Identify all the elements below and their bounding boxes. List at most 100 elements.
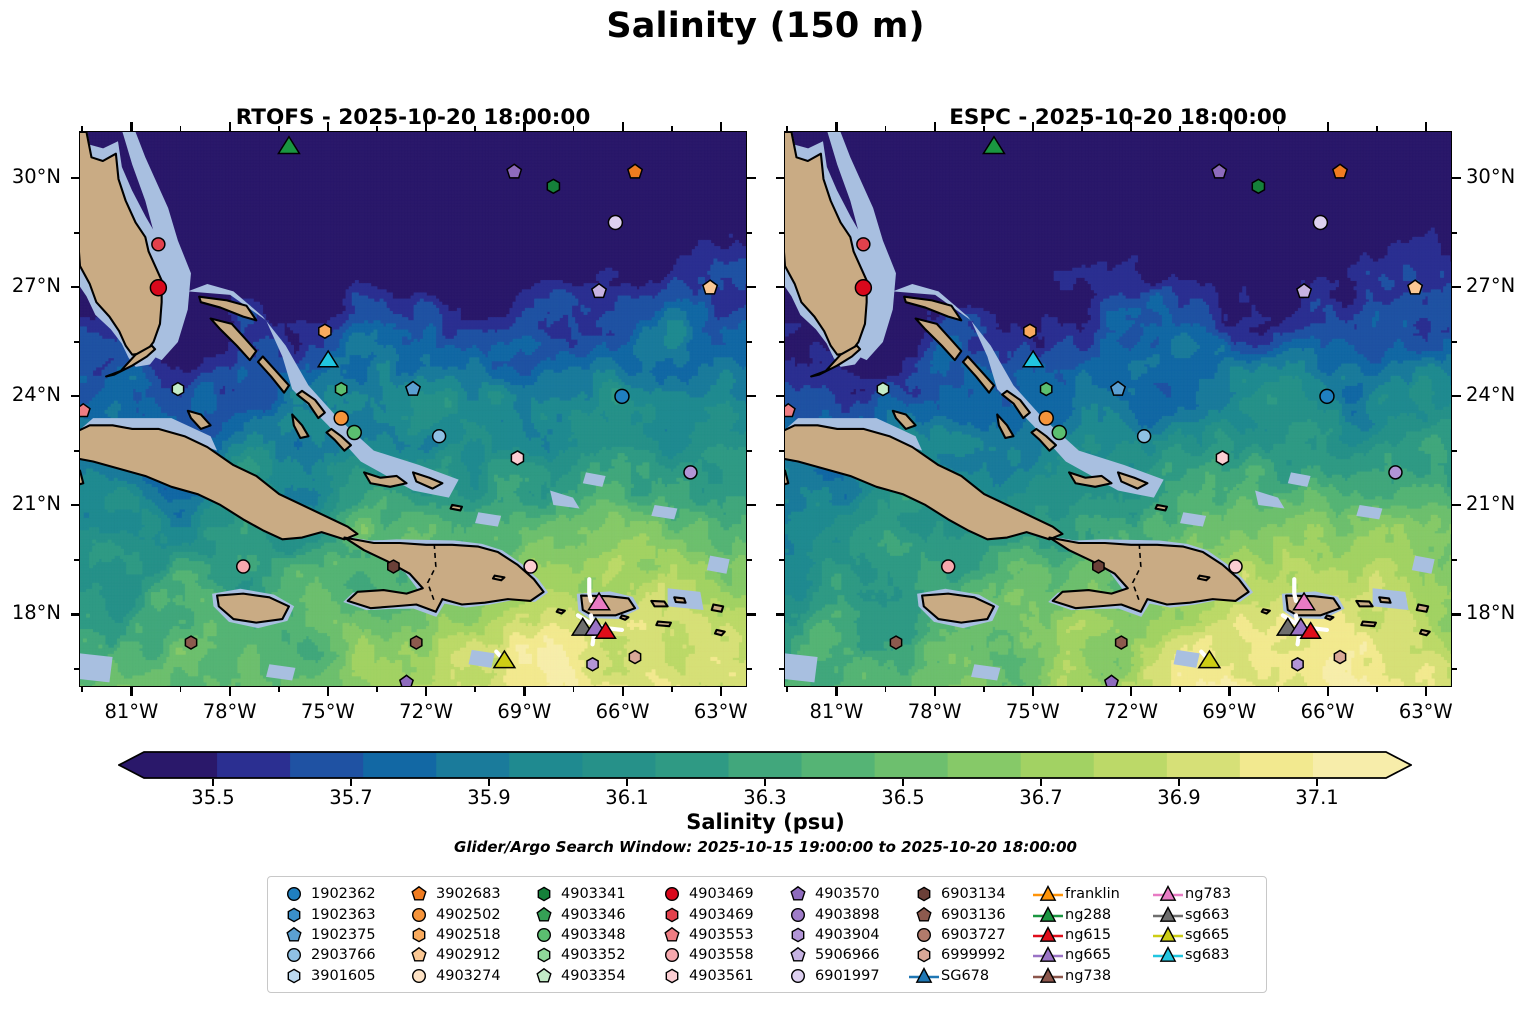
axis-tick	[747, 232, 753, 234]
legend-item-4903553[interactable]: 4903553	[655, 925, 781, 945]
hexagon-marker-icon	[402, 925, 436, 945]
axis-tick	[1452, 504, 1461, 506]
map-marker	[411, 636, 422, 649]
legend-item-ng288[interactable]: ng288	[1031, 904, 1151, 924]
legend-column: 4903469 4903469 4903553 4903558 4903561	[655, 884, 781, 986]
axis-tick	[1081, 687, 1083, 693]
legend-item-3901605[interactable]: 3901605	[277, 966, 402, 986]
map-panel-espc[interactable]	[784, 131, 1452, 687]
axis-tick	[776, 177, 785, 179]
legend-item-label: 6903134	[941, 886, 1006, 902]
legend-item-4903274[interactable]: 4903274	[402, 966, 527, 986]
legend-item-label: franklin	[1065, 886, 1120, 902]
search-window-note: Glider/Argo Search Window: 2025-10-15 19…	[0, 838, 1531, 856]
legend-item-6999992[interactable]: 6999992	[907, 945, 1031, 965]
colorbar-tick-label: 36.7	[1001, 786, 1081, 809]
legend-item-SG678[interactable]: SG678	[907, 966, 1031, 986]
axis-tick	[1452, 341, 1458, 343]
legend-item-sg665[interactable]: sg665	[1151, 925, 1257, 945]
legend-item-label: 4903348	[561, 927, 626, 943]
legend-item-6901997[interactable]: 6901997	[781, 966, 907, 986]
legend-item-ng615[interactable]: ng615	[1031, 925, 1151, 945]
hexagon-marker-icon	[277, 966, 311, 986]
legend-item-5906966[interactable]: 5906966	[781, 945, 907, 965]
legend-item-4903469[interactable]: 4903469	[655, 904, 781, 924]
glider-triangle-icon	[1031, 945, 1065, 965]
legend-item-4903348[interactable]: 4903348	[527, 925, 655, 945]
legend-item-4903354[interactable]: 4903354	[527, 966, 655, 986]
legend-item-4903558[interactable]: 4903558	[655, 945, 781, 965]
lat-tick-label: 30°N	[0, 165, 61, 188]
axis-tick	[720, 122, 722, 131]
legend-item-label: 1902363	[311, 907, 376, 923]
legend-item-4902518[interactable]: 4902518	[402, 925, 527, 945]
legend-item-4903561[interactable]: 4903561	[655, 966, 781, 986]
axis-tick	[180, 687, 182, 693]
map-marker	[1229, 560, 1242, 573]
legend-item-label: ng783	[1185, 886, 1231, 902]
legend-item-1902363[interactable]: 1902363	[277, 904, 402, 924]
axis-tick	[1452, 559, 1458, 561]
circle-marker-icon	[402, 966, 436, 986]
legend-item-label: 4903553	[689, 927, 754, 943]
axis-tick	[1452, 395, 1461, 397]
legend-item-label: 4902502	[436, 907, 501, 923]
lon-tick-label: 66°W	[577, 700, 669, 723]
colorbar-tick	[350, 779, 352, 786]
legend-item-ng738[interactable]: ng738	[1031, 966, 1151, 986]
legend-item-label: 6903727	[941, 927, 1006, 943]
lat-tick-label: 21°N	[0, 492, 61, 515]
axis-tick	[425, 687, 427, 696]
legend-item-4903341[interactable]: 4903341	[527, 884, 655, 904]
axis-tick	[376, 687, 378, 693]
map-marker	[1313, 215, 1327, 229]
legend-item-3902683[interactable]: 3902683	[402, 884, 527, 904]
legend-item-4903469[interactable]: 4903469	[655, 884, 781, 904]
axis-tick	[1452, 668, 1458, 670]
map-marker	[1024, 324, 1036, 338]
legend-item-franklin[interactable]: franklin	[1031, 884, 1151, 904]
legend-item-4903570[interactable]: 4903570	[781, 884, 907, 904]
colorbar-label: Salinity (psu)	[0, 810, 1531, 834]
axis-tick	[786, 126, 788, 132]
lon-tick-label: 63°W	[675, 700, 767, 723]
map-marker	[347, 426, 361, 440]
legend-item-1902375[interactable]: 1902375	[277, 925, 402, 945]
axis-tick	[474, 687, 476, 693]
legend-item-4902502[interactable]: 4902502	[402, 904, 527, 924]
legend-item-sg663[interactable]: sg663	[1151, 904, 1257, 924]
legend-item-6903727[interactable]: 6903727	[907, 925, 1031, 945]
circle-marker-icon	[781, 966, 815, 986]
legend-item-4902912[interactable]: 4902912	[402, 945, 527, 965]
axis-tick	[622, 122, 624, 131]
axis-tick	[71, 286, 80, 288]
legend-item-6903134[interactable]: 6903134	[907, 884, 1031, 904]
pentagon-marker-icon	[907, 905, 941, 925]
axis-tick	[74, 450, 80, 452]
axis-tick	[130, 122, 132, 131]
legend-item-1902362[interactable]: 1902362	[277, 884, 402, 904]
marker-legend[interactable]: 1902362 1902363 1902375 2903766 3901605 39026…	[267, 876, 1267, 993]
legend-item-4903346[interactable]: 4903346	[527, 904, 655, 924]
axis-tick	[885, 687, 887, 693]
legend-item-4903352[interactable]: 4903352	[527, 945, 655, 965]
map-marker	[684, 466, 697, 479]
map-marker	[388, 560, 399, 573]
legend-item-label: ng665	[1065, 947, 1111, 963]
colorbar-tick	[626, 779, 628, 786]
axis-tick	[622, 687, 624, 696]
lat-tick-label: 30°N	[1466, 165, 1531, 188]
legend-item-4903904[interactable]: 4903904	[781, 925, 907, 945]
legend-item-ng665[interactable]: ng665	[1031, 945, 1151, 965]
legend-column: ng783 sg663 sg665 sg683	[1151, 884, 1257, 986]
legend-column: franklin ng288 ng615 ng665 ng738	[1031, 884, 1151, 986]
map-panel-rtofs[interactable]	[79, 131, 747, 687]
legend-item-ng783[interactable]: ng783	[1151, 884, 1257, 904]
legend-item-2903766[interactable]: 2903766	[277, 945, 402, 965]
legend-item-4903898[interactable]: 4903898	[781, 904, 907, 924]
colorbar-tick	[764, 779, 766, 786]
legend-item-6903136[interactable]: 6903136	[907, 904, 1031, 924]
colorbar-tick-label: 36.1	[587, 786, 667, 809]
legend-item-sg683[interactable]: sg683	[1151, 945, 1257, 965]
map-marker	[524, 560, 537, 573]
